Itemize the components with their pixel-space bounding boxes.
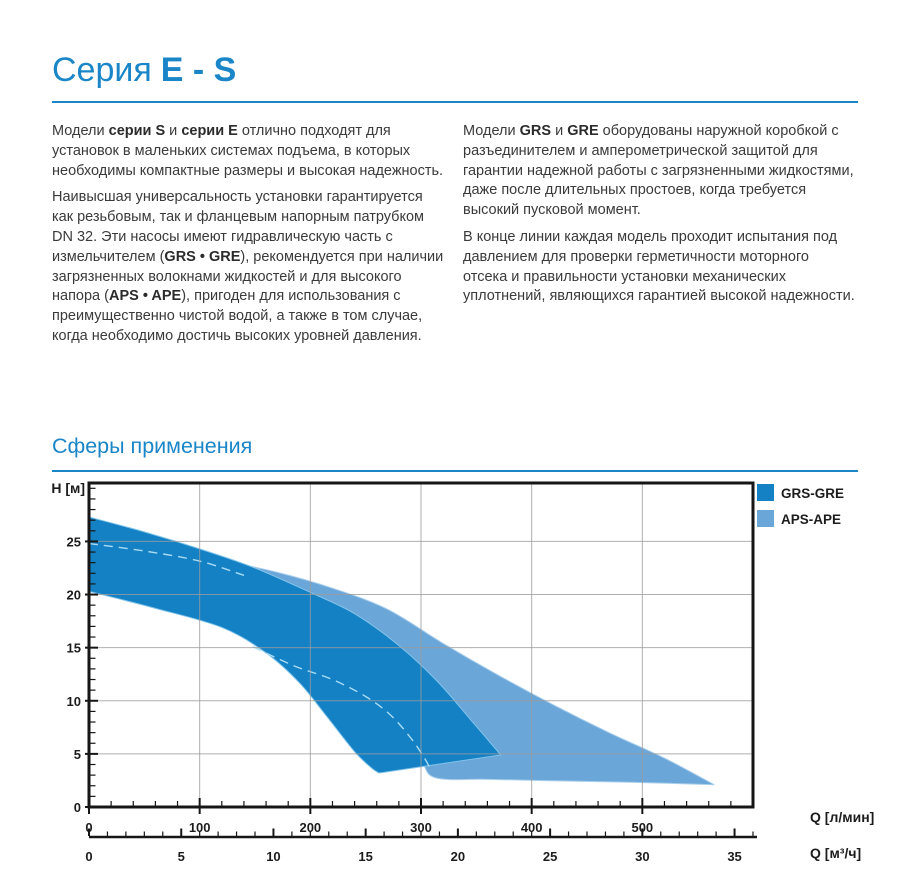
chart-label: 500 [631, 820, 653, 835]
intro-paragraph: Модели серии S и серии E отлично подходя… [52, 123, 444, 179]
chart-label: GRS-GRE [781, 486, 844, 501]
chart-grid [89, 483, 753, 807]
chart-label: 200 [299, 820, 321, 835]
intro-paragraph: В конце линии каждая модель проходит исп… [463, 228, 855, 305]
title-divider [52, 101, 858, 103]
page-title: Серия E - S [52, 50, 236, 90]
chart-label: 20 [67, 588, 81, 603]
page-title-series: E - S [160, 51, 237, 89]
page-title-prefix: Серия [52, 51, 152, 89]
chart-label: 0 [85, 820, 92, 835]
y-axis: 0 5 10 15 20 25 H [м] [51, 480, 98, 815]
intro-right-column: Модели GRS и GRE оборудованы наружной ко… [463, 122, 857, 314]
intro-paragraph: Модели GRS и GRE оборудованы наружной ко… [463, 123, 854, 219]
chart-label: 15 [358, 849, 372, 864]
dashed-guide-curve [88, 542, 245, 577]
chart-dashed-guides [88, 542, 432, 771]
dashed-guide-curve [252, 645, 432, 771]
chart-label: 25 [543, 849, 557, 864]
chart-bands [88, 516, 715, 786]
band-grs-gre [88, 516, 502, 774]
legend-swatch-grs-gre [757, 484, 774, 501]
chart-label: 35 [727, 849, 741, 864]
chart-label: H [м] [51, 480, 85, 496]
intro-left-column: Модели серии S и серии E отлично подходя… [52, 122, 446, 354]
chart-label: 10 [266, 849, 280, 864]
chart-label: 20 [451, 849, 465, 864]
chart-label: Q [л/мин] [810, 809, 874, 825]
chart-label: 5 [74, 747, 81, 762]
chart-label: 15 [67, 641, 81, 656]
chart-label: 300 [410, 820, 432, 835]
chart-label: Q [м³/ч] [810, 845, 861, 861]
x-axis-m3h: 0 5 10 15 20 25 30 35 Q [м³/ч] [85, 828, 861, 864]
chart-label: 0 [74, 800, 81, 815]
chart-label: 400 [521, 820, 543, 835]
x-axis-lmin: 0 100 200 300 400 500 Q [л/мин] [85, 798, 874, 835]
legend-swatch-aps-ape [757, 510, 774, 527]
applications-divider [52, 470, 858, 472]
chart-label: 100 [189, 820, 211, 835]
chart-legend: GRS-GRE APS-APE [757, 484, 844, 527]
applications-heading: Сферы применения [52, 434, 253, 458]
chart-label: 5 [178, 849, 185, 864]
chart-label: APS-APE [781, 512, 841, 527]
chart-label: 25 [67, 534, 81, 549]
chart-label: 0 [85, 849, 92, 864]
chart-label: 10 [67, 694, 81, 709]
intro-paragraph: Наивысшая универсальность установки гара… [52, 189, 444, 344]
chart-label: 30 [635, 849, 649, 864]
